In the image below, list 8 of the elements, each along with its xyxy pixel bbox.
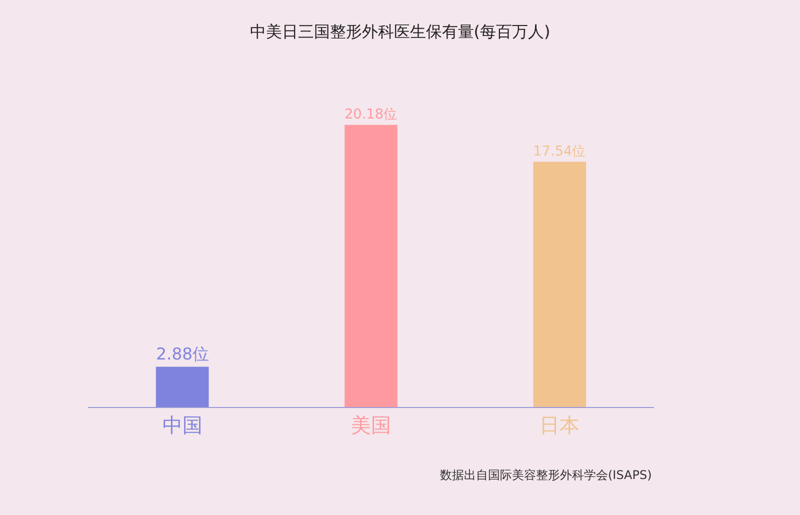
data-label: 17.54位 xyxy=(533,143,586,160)
text: 数据出自国际美容整形外科学会(ISAPS) xyxy=(440,468,652,482)
data-label: 20.18位 xyxy=(344,106,398,122)
x-tick-label: 日本 xyxy=(540,413,580,437)
chart-title: 中美日三国整形外科医生保有量(每百万人) xyxy=(250,22,550,41)
x-tick-label: 美国 xyxy=(351,413,391,437)
x-tick-label: 中国 xyxy=(162,413,202,437)
data-label: 2.88位 xyxy=(156,344,209,364)
